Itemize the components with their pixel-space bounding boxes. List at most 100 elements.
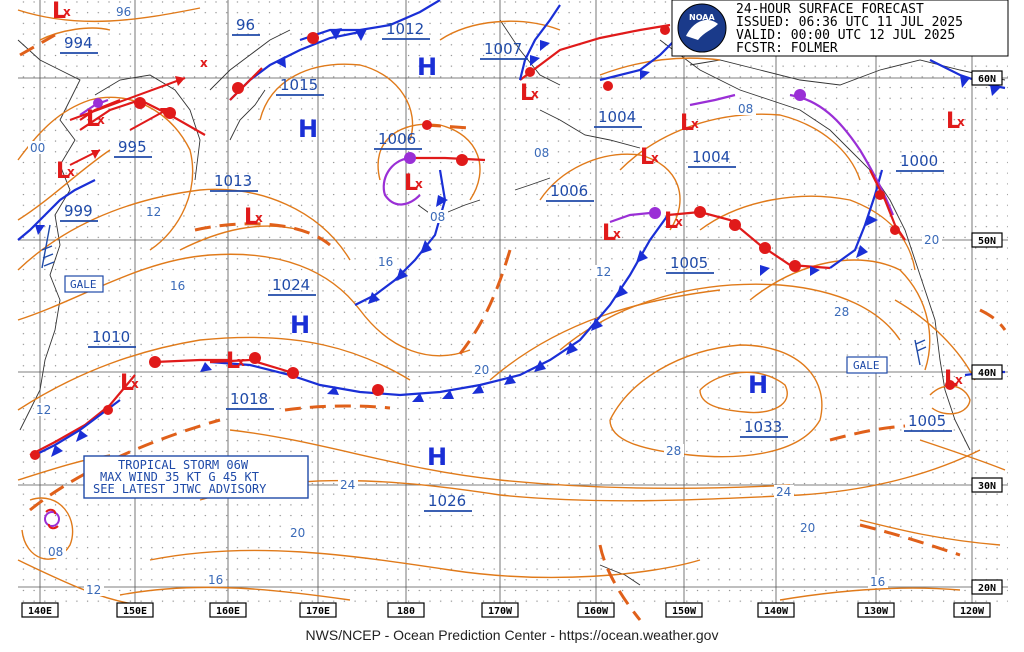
isobar-label: 20 bbox=[290, 526, 305, 540]
gale-warnings: GALE GALE bbox=[64, 275, 888, 374]
svg-text:x: x bbox=[691, 117, 699, 131]
pressure-label: 1005 bbox=[670, 254, 708, 272]
longitude-label: 150W bbox=[672, 606, 697, 617]
longitude-label-box bbox=[857, 602, 895, 618]
high-center: H bbox=[427, 443, 447, 471]
svg-text:x: x bbox=[531, 87, 539, 101]
isobar-label: 08 bbox=[534, 146, 549, 160]
tropical-storm-line2: MAX WIND 35 KT G 45 KT bbox=[100, 470, 259, 484]
pressure-label: 1006 bbox=[378, 130, 416, 148]
latitude-label-box bbox=[971, 70, 1003, 86]
svg-text:x: x bbox=[63, 5, 71, 19]
longitude-label: 160W bbox=[584, 606, 609, 617]
pressure-label: 1007 bbox=[484, 40, 522, 58]
isobar-label: 96 bbox=[116, 5, 131, 19]
pressure-label: 1005 bbox=[908, 412, 946, 430]
forecast-header: NOAA 24-HOUR SURFACE FORECAST ISSUED: 06… bbox=[671, 0, 1009, 57]
latitude-label-box bbox=[971, 579, 1003, 595]
isobar-label: 12 bbox=[86, 583, 101, 597]
storm-track-arrows: x bbox=[69, 56, 208, 166]
svg-text:L: L bbox=[52, 0, 66, 24]
pressure-labels: 994 96 1012 1007 1015 995 1006 1004 1004 1000 1013… bbox=[60, 16, 952, 512]
pressure-label: 995 bbox=[118, 138, 147, 156]
isobar-label: 28 bbox=[666, 444, 681, 458]
low-center: Lx bbox=[602, 221, 621, 246]
svg-text:L: L bbox=[226, 349, 240, 374]
isobar-label: 16 bbox=[208, 573, 223, 587]
high-center: H bbox=[298, 115, 318, 143]
latitude-label: 40N bbox=[978, 368, 996, 379]
header-issued: ISSUED: 06:36 UTC 11 JUL 2025 bbox=[736, 15, 963, 30]
longitude-label-box bbox=[116, 602, 154, 618]
svg-text:L: L bbox=[86, 107, 100, 132]
storm-dissipation-mark: x bbox=[200, 56, 208, 70]
header-title: 24-HOUR SURFACE FORECAST bbox=[736, 2, 924, 17]
svg-text:L: L bbox=[602, 221, 616, 246]
svg-text:x: x bbox=[651, 151, 659, 165]
longitude-label: 170E bbox=[306, 606, 330, 617]
latitude-label: 50N bbox=[978, 236, 996, 247]
occluded-front-main bbox=[382, 156, 421, 206]
low-center: Lx bbox=[680, 111, 699, 136]
low-center: Lx bbox=[404, 171, 423, 196]
pressure-label: 1010 bbox=[92, 328, 130, 346]
longitude-label-box bbox=[481, 602, 519, 618]
svg-text:L: L bbox=[120, 371, 134, 396]
isobar-label: 12 bbox=[596, 265, 611, 279]
pressure-label: 1026 bbox=[428, 492, 466, 510]
svg-text:L: L bbox=[946, 109, 960, 134]
longitude-label-box bbox=[577, 602, 615, 618]
isobar-label: 16 bbox=[870, 575, 885, 589]
low-center: Lx bbox=[520, 81, 539, 106]
longitude-labels: 140E 150E 160E 170E 180 170W 160W 150W 140W 130W 1… bbox=[21, 602, 991, 618]
pressure-label: 994 bbox=[64, 34, 93, 52]
svg-text:L: L bbox=[520, 81, 534, 106]
svg-text:x: x bbox=[957, 115, 965, 129]
warm-front-north bbox=[519, 23, 671, 81]
longitude-label: 140W bbox=[764, 606, 789, 617]
svg-text:x: x bbox=[955, 373, 963, 387]
longitude-label: 120W bbox=[960, 606, 985, 617]
low-center: Lx bbox=[664, 209, 683, 234]
svg-text:x: x bbox=[131, 377, 139, 391]
svg-text:L: L bbox=[244, 205, 258, 230]
latitude-label: 30N bbox=[978, 481, 996, 492]
noaa-logo-text: NOAA bbox=[689, 13, 715, 22]
isobars bbox=[17, 7, 1006, 606]
low-center: Lx bbox=[86, 107, 105, 132]
latitude-label: 20N bbox=[978, 583, 996, 594]
isobar-label: 16 bbox=[378, 255, 393, 269]
longitude-label-box bbox=[387, 602, 425, 618]
svg-text:x: x bbox=[613, 227, 621, 241]
isobar-label: 20 bbox=[924, 233, 939, 247]
latitude-label-box bbox=[971, 232, 1003, 248]
cold-front-north bbox=[17, 179, 96, 241]
longitude-label-box bbox=[953, 602, 991, 618]
low-center: Lx bbox=[56, 159, 75, 184]
low-center: Lx bbox=[244, 205, 263, 230]
footer-credit: NWS/NCEP - Ocean Prediction Center - htt… bbox=[306, 627, 719, 643]
svg-text:x: x bbox=[237, 355, 245, 369]
longitude-label: 150E bbox=[123, 606, 147, 617]
svg-text:x: x bbox=[255, 211, 263, 225]
svg-text:L: L bbox=[664, 209, 678, 234]
svg-text:L: L bbox=[944, 367, 958, 392]
isobar-label: 20 bbox=[474, 363, 489, 377]
svg-text:x: x bbox=[97, 113, 105, 127]
svg-text:x: x bbox=[675, 215, 683, 229]
isobar-label: 12 bbox=[146, 205, 161, 219]
longitude-label-box bbox=[21, 602, 59, 618]
svg-text:L: L bbox=[680, 111, 694, 136]
gale-label: GALE bbox=[70, 278, 97, 291]
tropical-storm-line1: TROPICAL STORM 06W bbox=[118, 458, 249, 472]
latitude-label: 60N bbox=[978, 74, 996, 85]
pressure-label: 1004 bbox=[692, 148, 730, 166]
map-background bbox=[18, 0, 1008, 605]
longitude-label-box bbox=[665, 602, 703, 618]
svg-text:x: x bbox=[67, 165, 75, 179]
pressure-label: 1004 bbox=[598, 108, 636, 126]
svg-text:L: L bbox=[404, 171, 418, 196]
high-centers: H H H H H H bbox=[290, 53, 768, 471]
gale-label: GALE bbox=[853, 359, 880, 372]
isobar-label: 00 bbox=[30, 141, 45, 155]
